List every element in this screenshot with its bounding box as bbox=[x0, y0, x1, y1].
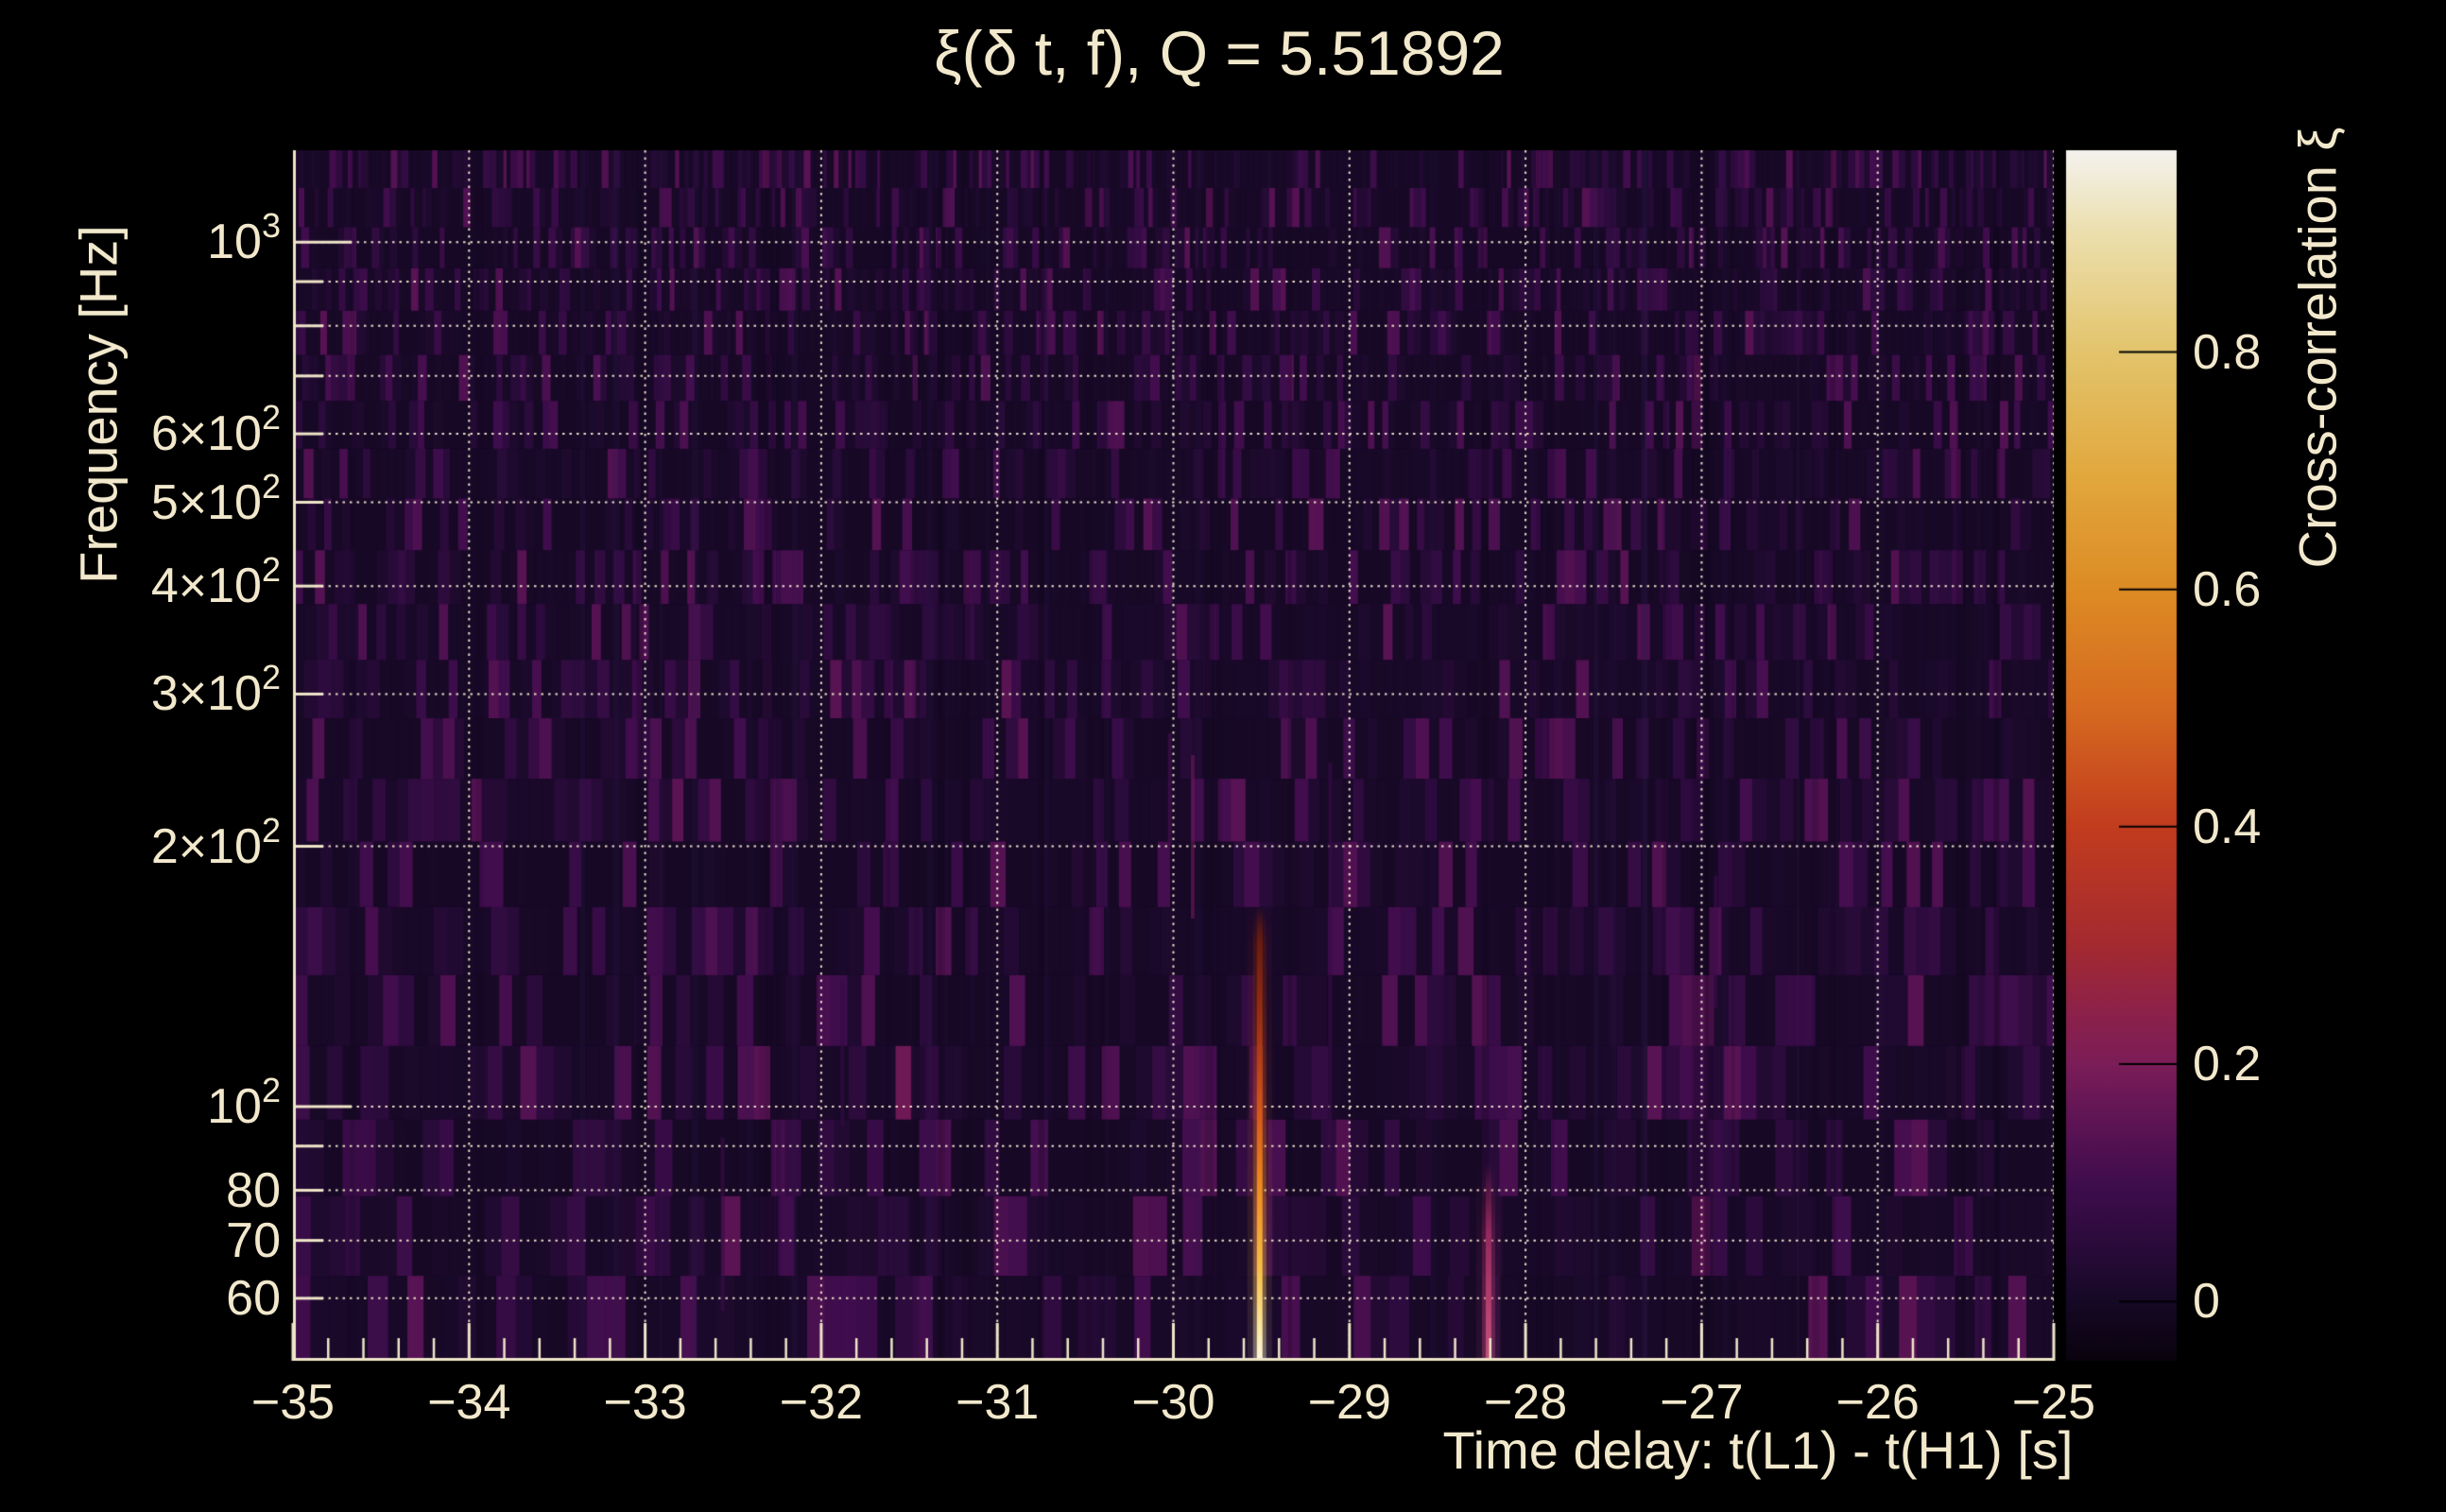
colorbar-tick-label: 0 bbox=[2193, 1274, 2220, 1330]
y-tick-label: 60 bbox=[226, 1270, 281, 1326]
x-tick-label: −29 bbox=[1307, 1375, 1391, 1430]
y-tick-label: 3×102 bbox=[150, 658, 281, 722]
colorbar-tick-label: 0.8 bbox=[2193, 324, 2262, 380]
colorbar-tick-label: 0.2 bbox=[2193, 1037, 2262, 1092]
x-tick-label: −25 bbox=[2011, 1375, 2096, 1430]
x-tick-label: −33 bbox=[603, 1375, 687, 1430]
x-tick-label: −32 bbox=[779, 1375, 863, 1430]
x-tick-label: −31 bbox=[956, 1375, 1040, 1430]
colorbar-tick-label: 0.6 bbox=[2193, 561, 2262, 617]
y-tick-label: 80 bbox=[226, 1162, 281, 1218]
y-tick-label: 103 bbox=[207, 206, 281, 270]
x-tick-label: −26 bbox=[1835, 1375, 1920, 1430]
x-axis-title: Time delay: t(L1) - t(H1) [s] bbox=[1442, 1420, 2074, 1480]
y-tick-label: 6×102 bbox=[150, 398, 281, 462]
chart-title: ξ(δ t, f), Q = 5.51892 bbox=[934, 18, 1505, 88]
y-tick-label: 4×102 bbox=[150, 550, 281, 614]
x-tick-label: −28 bbox=[1483, 1375, 1568, 1430]
y-tick-label: 5×102 bbox=[150, 466, 281, 530]
colorbar-tick-label: 0.4 bbox=[2193, 799, 2262, 854]
y-tick-label: 102 bbox=[207, 1070, 281, 1134]
x-tick-label: −27 bbox=[1660, 1375, 1744, 1430]
colorbar-axis-title: Cross-correlation ξ bbox=[2287, 127, 2348, 569]
x-tick-label: −34 bbox=[427, 1375, 511, 1430]
x-tick-label: −30 bbox=[1131, 1375, 1215, 1430]
y-tick-label: 2×102 bbox=[150, 810, 281, 874]
x-tick-label: −35 bbox=[250, 1375, 336, 1430]
y-tick-label: 70 bbox=[226, 1212, 281, 1268]
